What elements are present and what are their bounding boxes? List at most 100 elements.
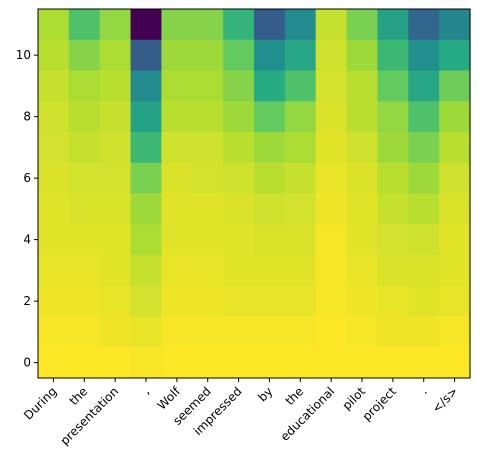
heatmap-cell [68, 39, 101, 72]
heatmap-cell [284, 193, 317, 225]
x-tick-label: the [67, 384, 91, 408]
heatmap-cell [254, 316, 286, 348]
heatmap-cell [254, 70, 286, 102]
heatmap-cell [408, 9, 440, 41]
heatmap-cell [68, 193, 101, 225]
heatmap-cell [161, 132, 193, 164]
x-tick-label: . [417, 384, 430, 397]
heatmap-cell [223, 70, 255, 102]
heatmap-cell [346, 193, 379, 225]
heatmap-cell [68, 255, 101, 287]
heatmap-cell [99, 316, 132, 348]
heatmap-cell [68, 162, 101, 195]
heatmap-cell [284, 39, 317, 72]
heatmap-cells [38, 9, 471, 379]
heatmap-cell [99, 285, 132, 318]
heatmap-cell [284, 132, 317, 164]
heatmap-cell [346, 255, 379, 287]
heatmap-cell [254, 347, 286, 379]
heatmap-cell [192, 162, 224, 195]
heatmap-cell [254, 224, 286, 256]
heatmap-cell [315, 316, 348, 348]
heatmap-cell [408, 316, 440, 348]
heatmap-cell [254, 39, 286, 72]
heatmap-cell [284, 224, 317, 256]
heatmap-cell [377, 255, 409, 287]
heatmap-cell [68, 132, 101, 164]
heatmap-cell [192, 347, 224, 379]
y-tick-label: 0 [23, 356, 31, 370]
heatmap-cell [161, 39, 193, 72]
heatmap-cell [99, 224, 132, 256]
heatmap-cell [38, 347, 70, 379]
heatmap-cell [38, 316, 70, 348]
heatmap-cell [223, 224, 255, 256]
heatmap-cell [408, 255, 440, 287]
heatmap-cell [377, 285, 409, 318]
heatmap-cell [192, 316, 224, 348]
heatmap-cell [254, 255, 286, 287]
heatmap-cell [284, 9, 317, 41]
heatmap-cell [254, 162, 286, 195]
y-tick-label: 8 [23, 110, 31, 124]
heatmap-cell [130, 70, 163, 102]
heatmap-cell [68, 316, 101, 348]
heatmap-cell [223, 285, 255, 318]
heatmap-cell [68, 285, 101, 318]
heatmap-cell [377, 9, 409, 41]
heatmap-cell [315, 224, 348, 256]
y-tick-label: 6 [23, 171, 31, 185]
heatmap-cell [408, 101, 440, 133]
y-tick-label: 4 [23, 233, 31, 247]
heatmap-cell [346, 316, 379, 348]
heatmap-cell [284, 316, 317, 348]
y-tick-label: 2 [23, 294, 31, 308]
heatmap-cell [377, 193, 409, 225]
heatmap-cell [439, 70, 471, 102]
heatmap-cell [284, 70, 317, 102]
heatmap-cell [346, 162, 379, 195]
heatmap-cell [346, 9, 379, 41]
heatmap-cell [284, 255, 317, 287]
heatmap-cell [254, 9, 286, 41]
heatmap-cell [315, 347, 348, 379]
heatmap-cell [346, 70, 379, 102]
heatmap-cell [99, 255, 132, 287]
heatmap-cell [315, 39, 348, 72]
heatmap-cell [99, 162, 132, 195]
heatmap-cell [439, 255, 471, 287]
heatmap-cell [377, 70, 409, 102]
heatmap-cell [192, 9, 224, 41]
heatmap-cell [223, 132, 255, 164]
heatmap-cell [315, 193, 348, 225]
heatmap-cell [38, 255, 70, 287]
heatmap-cell [439, 39, 471, 72]
heatmap-cell [346, 285, 379, 318]
heatmap-cell [439, 132, 471, 164]
heatmap-cell [315, 285, 348, 318]
heatmap-cell [439, 347, 471, 379]
heatmap-cell [68, 224, 101, 256]
heatmap-cell [161, 9, 193, 41]
heatmap-cell [439, 316, 471, 348]
heatmap-cell [68, 70, 101, 102]
heatmap-cell [99, 9, 132, 41]
x-tick-label: </s> [429, 384, 460, 415]
heatmap-cell [130, 193, 163, 225]
heatmap-cell [408, 285, 440, 318]
heatmap-cell [223, 316, 255, 348]
x-tick-label: During [21, 384, 59, 422]
heatmap-cell [161, 162, 193, 195]
heatmap-cell [346, 101, 379, 133]
heatmap-cell [192, 285, 224, 318]
heatmap-cell [223, 101, 255, 133]
heatmap-cell [223, 39, 255, 72]
heatmap-cell [439, 193, 471, 225]
heatmap-cell [439, 224, 471, 256]
heatmap-cell [284, 162, 317, 195]
heatmap-cell [315, 132, 348, 164]
heatmap-cell [130, 101, 163, 133]
y-axis: 0 2 4 6 8 10 [16, 48, 38, 370]
x-tick-label: project [360, 384, 400, 424]
heatmap-cell [377, 39, 409, 72]
